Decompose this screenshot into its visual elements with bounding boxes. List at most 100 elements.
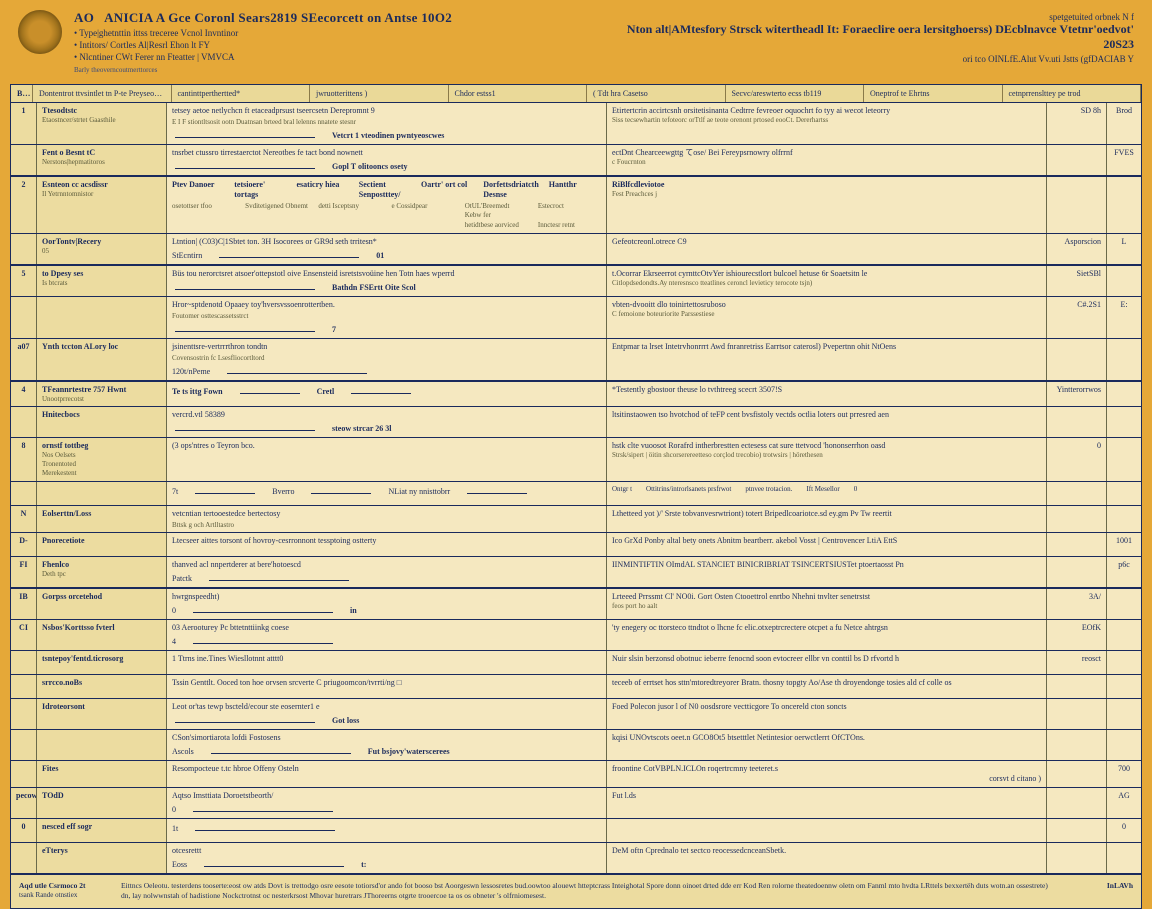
tab-1: Dontentrot ttvsintlet tn P-te Preyseosex… xyxy=(33,85,172,102)
row-side-label: tsntepoy'fentd.ticrosorg xyxy=(37,651,167,674)
tab-3: jwruotterittens ) xyxy=(310,85,449,102)
row-main: vetcntian tertooestedce bertectosyBttsk … xyxy=(167,506,607,533)
row-main: Te ts ittg FownCretl xyxy=(167,382,607,407)
tab-0: BB xyxy=(11,85,33,102)
row-code: 1001 xyxy=(1107,533,1141,556)
row-code: 700 xyxy=(1107,761,1141,787)
row-number: 1 xyxy=(11,103,37,144)
row-value xyxy=(1047,730,1107,760)
row-right: vbten-dvooitt dlo toinirtettosrubosoC fe… xyxy=(607,297,1047,338)
row-number: pecowl xyxy=(11,788,37,818)
row-code xyxy=(1107,620,1141,650)
row-value: SD 8h xyxy=(1047,103,1107,144)
row-side-label: Idroteorsont xyxy=(37,699,167,729)
row-value xyxy=(1047,761,1107,787)
row-right: ectDnt Chearceewgttg てose/ Bei Fereypsrn… xyxy=(607,145,1047,175)
form-row: 7tBverroNLiat ny nnisttobrrOntgr tOttitr… xyxy=(11,482,1141,506)
footer-text: Eittncs Oeleotu. testerdens tooserte:eos… xyxy=(121,881,1048,890)
form-row: a07Ynth tccton ALory locjsinenttsre-vert… xyxy=(11,339,1141,382)
row-value: reosct xyxy=(1047,651,1107,674)
row-value: 0 xyxy=(1047,438,1107,480)
row-main: jsinenttsre-vertrrrthron tondtnCovensost… xyxy=(167,339,607,380)
form-row: Hror~sptdenotd Opaaey toy'hversvssoenrot… xyxy=(11,297,1141,339)
row-main: otcesretttEosst: xyxy=(167,843,607,873)
row-right: Foed Polecon jusor l of N0 oosdsrore vec… xyxy=(607,699,1047,729)
row-number: CI xyxy=(11,620,37,650)
row-right: Fut l.ds xyxy=(607,788,1047,818)
row-side-label xyxy=(37,482,167,505)
row-code: 0 xyxy=(1107,819,1141,842)
row-right: t.Ocorrar Ekrseerrot cyrnttcOtvYer ishio… xyxy=(607,266,1047,296)
row-side-label: FhenlcoDeth tpc xyxy=(37,557,167,587)
row-main: hwrgnspeedht)0in xyxy=(167,589,607,619)
row-code xyxy=(1107,407,1141,437)
row-code xyxy=(1107,506,1141,533)
row-right: *Testently gbostoor theuse lo tvthtreeg … xyxy=(607,382,1047,407)
row-number xyxy=(11,675,37,698)
form-row: CSon'simortiarota lofdi FostosensAscolsF… xyxy=(11,730,1141,761)
row-number xyxy=(11,730,37,760)
row-number: 2 xyxy=(11,177,37,233)
footer-right: InLAVh xyxy=(1083,881,1133,901)
footer-num: Aqd utle Csrmoco 2t xyxy=(19,881,109,891)
row-value xyxy=(1047,407,1107,437)
row-right: Gefeotcreonl.otrece C9 xyxy=(607,234,1047,264)
form-row: NEolserttn/Lossvetcntian tertooestedce b… xyxy=(11,506,1141,534)
form-row: 8ornstf tottbegNos OelsetsTronentotedMer… xyxy=(11,438,1141,481)
row-side-label: Esnteon cc acsdissrIl Yetrnntomnistor xyxy=(37,177,167,233)
row-value: 3A/ xyxy=(1047,589,1107,619)
tab-2: cantinttperthertted* xyxy=(172,85,311,102)
row-number xyxy=(11,407,37,437)
row-number xyxy=(11,234,37,264)
row-code xyxy=(1107,438,1141,480)
form-row: pecowlTOdDAqtso Imsttiata Doroetstbeorth… xyxy=(11,788,1141,819)
row-right: IINMINTIFTIN OImdAL STANCIET BINICRIBRIA… xyxy=(607,557,1047,587)
row-number: D- xyxy=(11,533,37,556)
row-value: SietSBl xyxy=(1047,266,1107,296)
tab-8: cetnprrenslttey pe trod xyxy=(1003,85,1142,102)
row-value: C#.2S1 xyxy=(1047,297,1107,338)
row-number: N xyxy=(11,506,37,533)
row-side-label: Pnorecetiote xyxy=(37,533,167,556)
form-row: 1TtesodtstcEtaostncer/strtet Gaasthilete… xyxy=(11,103,1141,145)
row-right: Lrteeed Prrssmt Cl' NO0i. Gort Osten Cto… xyxy=(607,589,1047,619)
header-right-sub: ori tco OINLfE.Alut Vv.uti Jstts (gfDACI… xyxy=(610,54,1134,64)
row-main: 1 Ttrns ine.Tines Wiesllotnnt atttt0 xyxy=(167,651,607,674)
row-number xyxy=(11,482,37,505)
row-side-label: TOdD xyxy=(37,788,167,818)
form-row: 5to Dpesy sesIs btcratsBüs tou nerorctsr… xyxy=(11,266,1141,297)
form-row: tsntepoy'fentd.ticrosorg1 Ttrns ine.Tine… xyxy=(11,651,1141,675)
row-side-label: Hnitecbocs xyxy=(37,407,167,437)
form-footer: Aqd utle Csrmoco 2t tsank Rande otnstiex… xyxy=(11,874,1141,907)
row-code xyxy=(1107,589,1141,619)
row-value xyxy=(1047,788,1107,818)
row-number xyxy=(11,297,37,338)
row-side-label: ornstf tottbegNos OelsetsTronentotedMere… xyxy=(37,438,167,480)
row-value: Asporscion xyxy=(1047,234,1107,264)
row-main: (3 ops'ntres o Teyron bco. xyxy=(167,438,607,480)
row-number: a07 xyxy=(11,339,37,380)
row-main: Resompocteue t.tc hbroe Offeny Osteln xyxy=(167,761,607,787)
form-row: FIFhenlcoDeth tpcthanved acl nnpertderer… xyxy=(11,557,1141,589)
row-right: kqisi UNOvtscots oeet.n GCO8Ot5 btsetttl… xyxy=(607,730,1047,760)
row-code xyxy=(1107,177,1141,233)
header-right-top: spetgetuited orbnek N f xyxy=(610,12,1134,22)
row-side-label: to Dpesy sesIs btcrats xyxy=(37,266,167,296)
row-side-label: eTterys xyxy=(37,843,167,873)
row-side-label: srrcco.noBs xyxy=(37,675,167,698)
row-right: froontine CotVBPLN.ICLOn roqertrcmny tee… xyxy=(607,761,1047,787)
row-number xyxy=(11,651,37,674)
form-row: srrcco.noBsTssin Genttlt. Ooced ton hoe … xyxy=(11,675,1141,699)
form-row: CINsbos'Korttsso fvterl03 Aerooturey Pc … xyxy=(11,620,1141,651)
form-row: IBGorpss orcetehodhwrgnspeedht)0inLrteee… xyxy=(11,589,1141,620)
form-header: AO ANICIA A Gce Coronl Sears2819 SEecorc… xyxy=(10,6,1142,82)
form-row: OorTontv|Recery05Ltntion| (C03)C|1Sbtet … xyxy=(11,234,1141,266)
row-number xyxy=(11,145,37,175)
row-code xyxy=(1107,482,1141,505)
row-number: FI xyxy=(11,557,37,587)
row-main: 1t xyxy=(167,819,607,842)
footer-num2: tsank Rande otnstiex xyxy=(19,891,109,900)
row-number: IB xyxy=(11,589,37,619)
row-side-label xyxy=(37,730,167,760)
row-right: Ico GrXd Ponby altal bety onets Abnitm b… xyxy=(607,533,1047,556)
